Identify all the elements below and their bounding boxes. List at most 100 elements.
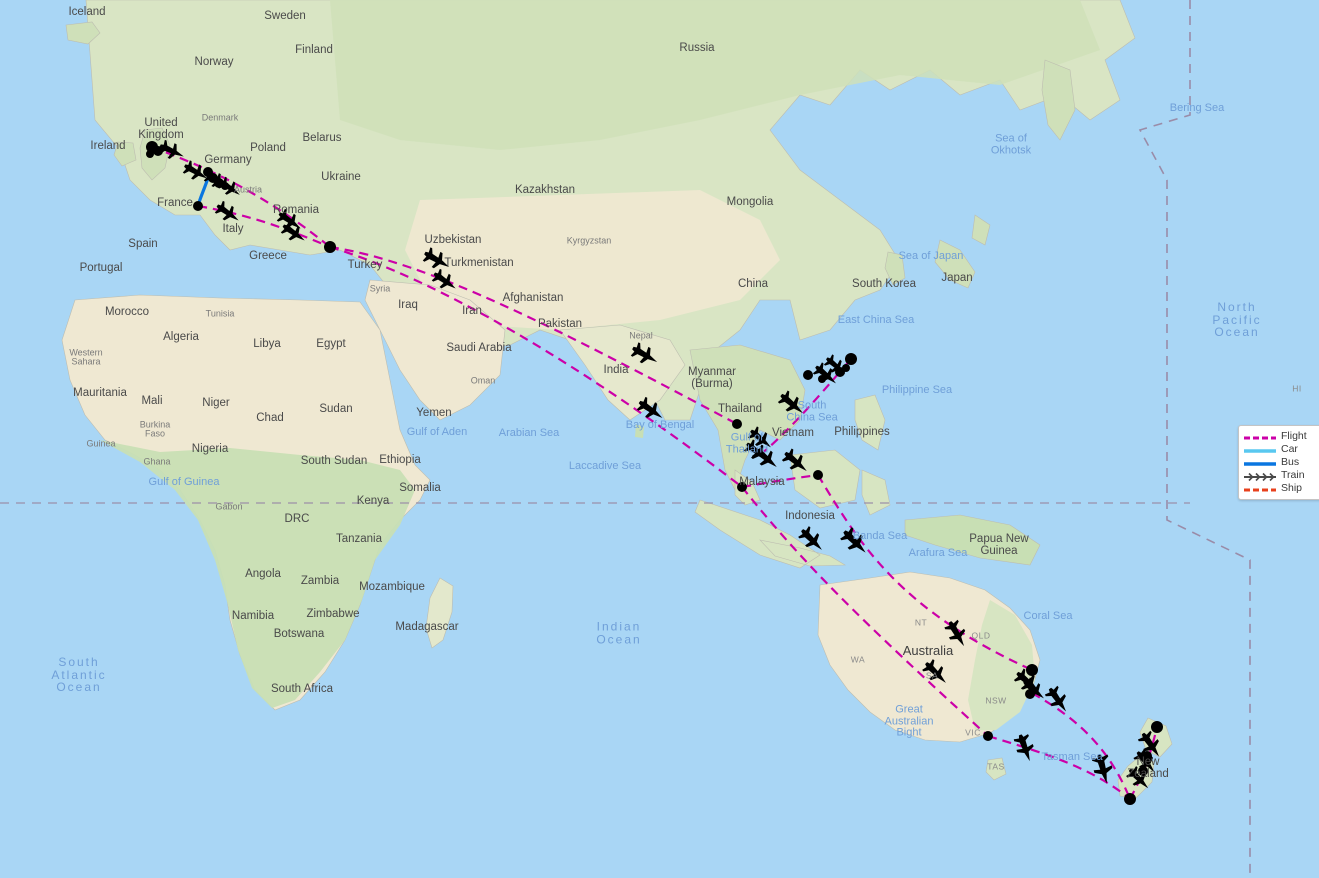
plane-marker[interactable] xyxy=(1012,732,1038,764)
route-turkey-to-asia-upper[interactable] xyxy=(329,245,738,425)
landmass-australia xyxy=(817,571,1041,743)
legend-swatch-ship-icon xyxy=(1243,483,1277,495)
plane-marker[interactable] xyxy=(157,138,187,164)
waypoint-dot[interactable] xyxy=(1124,793,1136,805)
country-label: China xyxy=(737,277,769,290)
plane-marker[interactable] xyxy=(1043,684,1073,717)
country-label: Italy xyxy=(222,222,244,235)
plane-marker[interactable] xyxy=(1136,729,1166,762)
plane-marker[interactable] xyxy=(421,245,454,274)
plane-marker[interactable] xyxy=(1131,747,1160,777)
sea-label: Philippine Sea xyxy=(881,384,953,397)
plane-marker[interactable] xyxy=(275,207,306,235)
plane-marker[interactable] xyxy=(216,175,244,201)
plane-marker[interactable] xyxy=(942,618,971,651)
map-legend[interactable]: Flight Car Bus Train Ship xyxy=(1238,425,1319,500)
plane-marker[interactable] xyxy=(811,360,841,389)
route-europe-to-turkey-north[interactable] xyxy=(151,145,331,248)
state-label: TAS xyxy=(987,761,1005,772)
legend-item-bus[interactable]: Bus xyxy=(1243,456,1317,469)
plane-marker[interactable] xyxy=(1090,752,1116,786)
plane-marker[interactable] xyxy=(1012,666,1045,697)
waypoint-dot[interactable] xyxy=(146,150,154,158)
plane-marker[interactable] xyxy=(181,159,212,186)
plane-marker[interactable] xyxy=(750,442,783,473)
country-label: Algeria xyxy=(163,330,199,343)
country-label: Botswana xyxy=(273,627,325,640)
waypoint-dot[interactable] xyxy=(1025,689,1035,699)
waypoint-dot[interactable] xyxy=(803,370,813,380)
country-label: Austria xyxy=(233,184,263,195)
plane-marker[interactable] xyxy=(746,424,776,453)
state-label: HI xyxy=(1292,383,1302,394)
route-malaysia-to-borneo[interactable] xyxy=(741,473,819,489)
plane-marker[interactable] xyxy=(838,525,872,559)
plane-marker[interactable] xyxy=(213,199,244,227)
waypoint-dot[interactable] xyxy=(153,146,163,156)
plane-marker[interactable] xyxy=(629,340,662,369)
country-label: DRC xyxy=(284,512,310,525)
landmass-africa-green xyxy=(100,440,415,708)
country-label: Ghana xyxy=(143,456,171,467)
waypoint-dot[interactable] xyxy=(221,182,229,190)
route-france-to-turkey[interactable] xyxy=(197,204,331,249)
route-nz-internal[interactable] xyxy=(1129,726,1159,800)
waypoint-dot[interactable] xyxy=(842,364,850,372)
country-label: Somalia xyxy=(399,481,441,494)
waypoint-dot[interactable] xyxy=(983,731,993,741)
route-france-paris-bus[interactable] xyxy=(196,176,210,208)
route-seasia-to-hongkong[interactable] xyxy=(759,358,852,456)
country-label: Ethiopia xyxy=(379,453,421,466)
waypoint-dot[interactable] xyxy=(818,375,826,383)
route-borneo-to-australia[interactable] xyxy=(817,474,1033,672)
waypoint-dot[interactable] xyxy=(208,173,218,183)
waypoint-dot[interactable] xyxy=(737,482,747,492)
plane-marker[interactable] xyxy=(430,267,461,295)
route-melbourne-to-nz[interactable] xyxy=(987,734,1131,800)
waypoint-dot[interactable] xyxy=(835,367,845,377)
waypoint-dot[interactable] xyxy=(1142,751,1152,761)
waypoint-dot[interactable] xyxy=(1138,766,1148,776)
waypoint-dot[interactable] xyxy=(1026,664,1038,676)
plane-marker[interactable] xyxy=(920,657,952,689)
plane-marker[interactable] xyxy=(796,524,828,556)
country-label: Indonesia xyxy=(785,509,835,522)
route-turkey-to-asia-lower[interactable] xyxy=(329,245,743,488)
plane-marker[interactable] xyxy=(742,437,772,466)
country-label: Iraq xyxy=(398,298,418,311)
plane-marker[interactable] xyxy=(780,446,813,477)
plane-marker[interactable] xyxy=(202,168,230,193)
ocean-label: North Pacific Ocean xyxy=(1212,300,1262,340)
country-label: Poland xyxy=(250,141,286,154)
route-seasia-to-australia-west[interactable] xyxy=(741,486,989,737)
state-label: WA xyxy=(850,654,866,665)
waypoint-dot[interactable] xyxy=(214,178,224,188)
landmass-iceland xyxy=(65,21,101,45)
plane-marker[interactable] xyxy=(776,388,809,419)
legend-item-train[interactable]: Train xyxy=(1243,469,1317,482)
plane-marker[interactable] xyxy=(1019,675,1049,704)
waypoint-dot[interactable] xyxy=(845,353,857,365)
waypoint-dot[interactable] xyxy=(732,419,742,429)
plane-marker[interactable] xyxy=(1124,764,1154,794)
plane-marker[interactable] xyxy=(635,395,668,425)
landmass-arabia xyxy=(364,279,506,421)
waypoint-dot[interactable] xyxy=(813,470,823,480)
sea-label: East China Sea xyxy=(837,314,915,327)
legend-item-flight[interactable]: Flight xyxy=(1243,430,1317,443)
waypoint-dot[interactable] xyxy=(1151,721,1163,733)
waypoint-dot[interactable] xyxy=(146,141,158,153)
plane-marker[interactable] xyxy=(822,353,850,380)
waypoint-dot[interactable] xyxy=(324,241,336,253)
country-label: Denmark xyxy=(201,112,239,123)
country-label: Sweden xyxy=(264,9,306,22)
landmass-se-asia xyxy=(689,344,806,491)
route-sydney-to-nz[interactable] xyxy=(1031,692,1132,800)
waypoint-dot[interactable] xyxy=(193,201,203,211)
plane-marker[interactable] xyxy=(279,219,310,247)
waypoint-dot[interactable] xyxy=(203,167,213,177)
legend-item-ship[interactable]: Ship xyxy=(1243,482,1317,495)
legend-item-car[interactable]: Car xyxy=(1243,443,1317,456)
